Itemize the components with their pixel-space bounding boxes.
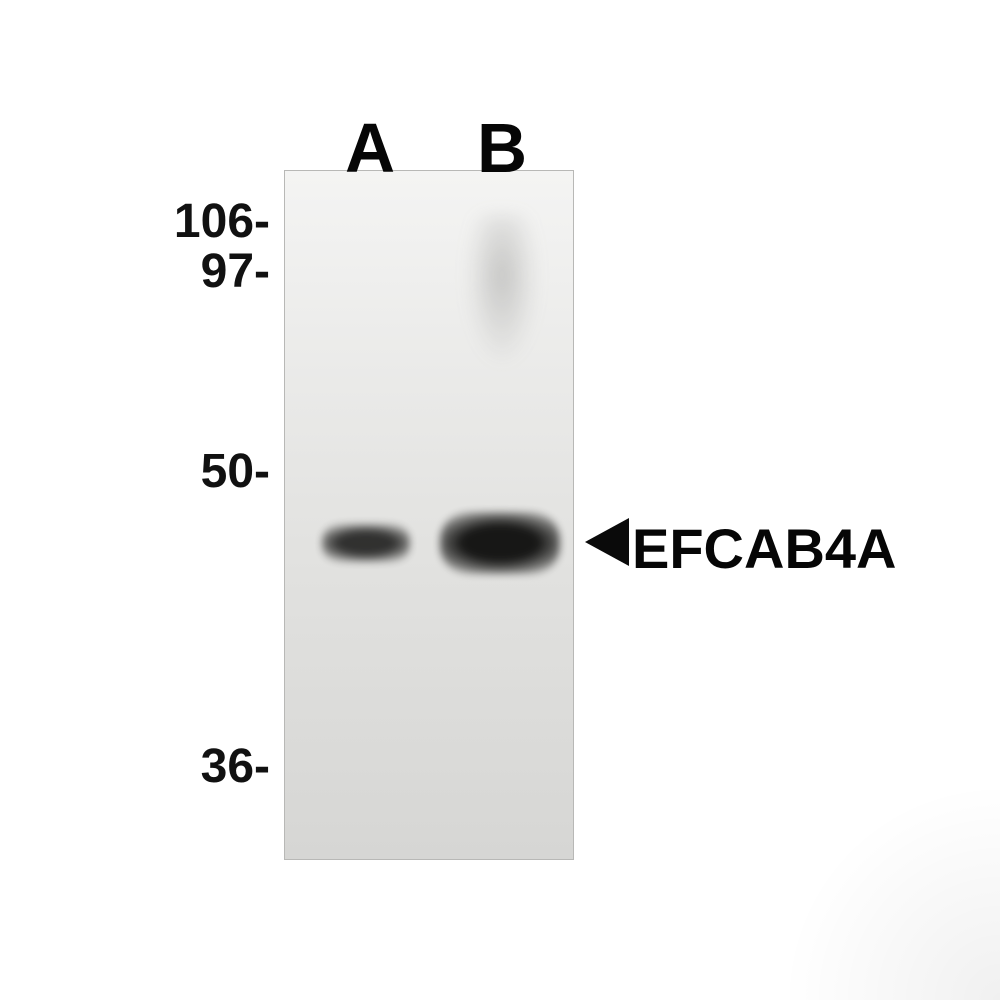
- figure-canvas: A B 106- 97- 50- 36- EFCAB4A: [0, 0, 1000, 1000]
- mw-marker-36: 36-: [0, 739, 270, 794]
- lane-b-smear: [462, 215, 542, 365]
- mw-marker-106: 106-: [0, 194, 270, 249]
- lane-a-band: [322, 524, 410, 562]
- blot-strip: [284, 170, 574, 860]
- mw-marker-50: 50-: [0, 444, 270, 499]
- mw-marker-97: 97-: [0, 244, 270, 299]
- target-arrow-icon: [585, 518, 629, 566]
- vignette-corner: [780, 780, 1000, 1000]
- lane-b-band: [440, 512, 560, 574]
- lane-label-a: A: [345, 108, 395, 188]
- target-label: EFCAB4A: [632, 516, 896, 581]
- lane-label-b: B: [477, 108, 527, 188]
